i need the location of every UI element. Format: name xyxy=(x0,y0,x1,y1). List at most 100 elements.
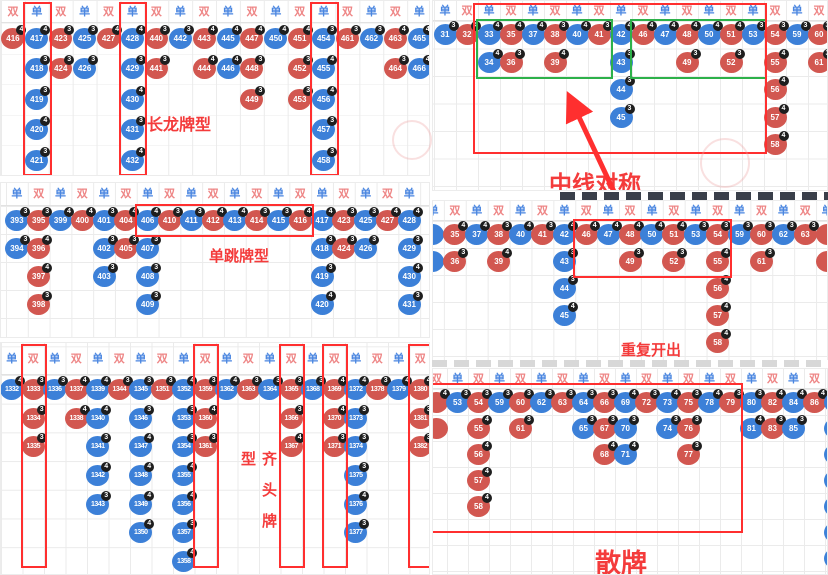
ball-number: 409 xyxy=(141,299,155,309)
ball-badge: 4 xyxy=(422,24,429,35)
ball-badge: 3 xyxy=(135,116,146,127)
ball: 69 4 xyxy=(614,388,639,413)
ball: 78 4 xyxy=(698,388,723,413)
ball-badge: 4 xyxy=(402,375,413,386)
ball: 396 4 xyxy=(27,234,53,259)
ball-number: 41 xyxy=(594,30,604,40)
ball: 57 4 xyxy=(763,103,789,128)
column-header: 双 xyxy=(593,5,605,17)
ball-number: 445 xyxy=(221,33,235,43)
ball: 53 3 xyxy=(741,21,767,46)
ball-number xyxy=(816,224,827,245)
ball-badge: 4 xyxy=(238,206,249,217)
ball: 56 4 xyxy=(763,76,789,101)
column-header: 双 xyxy=(207,188,219,200)
ball: 421 3 xyxy=(25,146,51,171)
ball-badge: 4 xyxy=(492,21,503,32)
ball-badge: 3 xyxy=(347,206,358,217)
ball-badge: 3 xyxy=(135,55,146,66)
ball: 43 3 xyxy=(609,48,635,73)
ball-badge: 4 xyxy=(79,375,90,386)
ball-number: 430 xyxy=(402,271,416,281)
column-header: 单 xyxy=(221,353,233,365)
ball-badge: 4 xyxy=(398,24,409,35)
ball-badge: 3 xyxy=(502,221,513,231)
column-header: 双 xyxy=(769,5,781,17)
ball-number: 451 xyxy=(293,33,307,43)
column-header: 双 xyxy=(27,353,39,365)
ball-number: 1363 xyxy=(241,385,256,393)
ball-number: 1362 xyxy=(219,385,234,393)
ball-number: 68 xyxy=(600,449,609,459)
annotation-label: 中线对称 xyxy=(549,171,641,191)
column-header: 单 xyxy=(536,373,547,385)
ball-badge: 3 xyxy=(786,221,797,231)
ball: 83 3 xyxy=(761,414,786,439)
ball-number: 47 xyxy=(603,230,613,239)
ball-badge: 3 xyxy=(690,48,701,59)
column-header: 双 xyxy=(681,5,693,17)
column-header: 双 xyxy=(371,353,383,365)
ball-badge: 3 xyxy=(482,388,492,399)
ball: 1377 3 xyxy=(344,519,370,544)
ball-number: 444 xyxy=(197,64,211,74)
ball: 413 4 xyxy=(223,206,249,231)
ball-number: 49 xyxy=(625,257,635,266)
ball: 449 3 xyxy=(240,85,266,110)
ball-number: 1346 xyxy=(133,414,148,422)
ball-number: 393 xyxy=(10,215,24,225)
ball-number: 41 xyxy=(537,230,547,239)
ball: 1373 3 xyxy=(344,404,370,429)
ball: 44 3 xyxy=(552,275,578,299)
column-header: 双 xyxy=(668,205,680,217)
ball-badge: 3 xyxy=(294,375,305,386)
ball-badge: 4 xyxy=(608,440,618,451)
column-header: 双 xyxy=(113,353,125,365)
ball: 41 3 xyxy=(530,221,556,245)
ball-number: 394 xyxy=(10,243,24,253)
column-header: 双 xyxy=(76,188,88,200)
ball-number: 83 xyxy=(768,423,777,433)
ball-badge: 3 xyxy=(88,55,99,66)
column-header: 单 xyxy=(777,205,789,217)
ball: 57 4 xyxy=(706,302,732,326)
ball-number: 37 xyxy=(472,230,482,239)
panel-midline-symmetry: 单 31 3 双 32 4 单 33 4 34 4 双 35 4 36 3 单 37 4 双 38 3 39 4 单 40 4 双 41… xyxy=(432,0,828,191)
ball: 79 3 xyxy=(719,388,744,413)
ball-number: 1367 xyxy=(284,443,299,451)
column-header: 双 xyxy=(246,6,258,18)
ball xyxy=(824,391,827,413)
ball: 53 3 xyxy=(446,388,471,413)
ball-number: 60 xyxy=(516,397,525,407)
ball: 1350 4 xyxy=(129,519,155,544)
ball: 416 4 xyxy=(288,206,314,231)
ball: 37 4 xyxy=(465,221,491,245)
ball-badge: 3 xyxy=(337,433,348,444)
ball-number: 33 xyxy=(484,30,494,40)
ball: 38 3 xyxy=(487,221,513,245)
ball-badge: 3 xyxy=(359,519,370,530)
ball-badge: 4 xyxy=(144,461,155,472)
ball-number: 52 xyxy=(726,57,736,67)
ball: 49 3 xyxy=(618,248,644,272)
ball: 36 3 xyxy=(443,248,469,272)
column-header: 单 xyxy=(571,5,583,17)
ball: 419 3 xyxy=(25,85,51,110)
ball-badge: 4 xyxy=(567,302,578,312)
ball-badge: 4 xyxy=(40,24,51,35)
ball: 51 4 xyxy=(662,221,688,245)
ball-number: 1356 xyxy=(176,500,191,508)
ball-number: 464 xyxy=(388,64,403,74)
column-header: 单 xyxy=(746,373,757,385)
ball-badge: 4 xyxy=(629,440,639,451)
ball-number: 39 xyxy=(494,257,504,266)
ball-number: 76 xyxy=(684,423,693,433)
ball: 1363 3 xyxy=(236,375,262,400)
column-header: 单 xyxy=(403,188,415,200)
ball-badge: 4 xyxy=(818,388,827,399)
ball-badge: 4 xyxy=(458,221,469,231)
ball-badge: 4 xyxy=(482,466,492,477)
ball: 405 3 xyxy=(114,234,140,259)
ball-badge: 4 xyxy=(776,388,786,399)
ball: 1348 4 xyxy=(129,461,155,486)
